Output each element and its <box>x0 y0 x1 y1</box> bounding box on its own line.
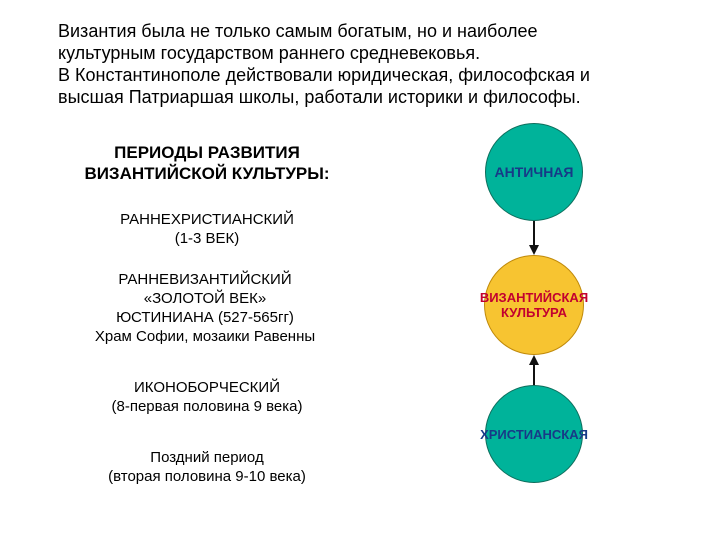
circle-label: АНТИЧНАЯ <box>495 164 574 180</box>
slide-page: Византия была не только самым богатым, н… <box>0 0 720 540</box>
period-item: РАННЕВИЗАНТИЙСКИЙ«ЗОЛОТОЙ ВЕК»ЮСТИНИАНА … <box>50 270 360 346</box>
arrow-head-top <box>529 245 539 255</box>
circle-label: ХРИСТИАНСКАЯ <box>480 427 588 442</box>
circle-antique: АНТИЧНАЯ <box>485 123 583 221</box>
period-text: РАННЕВИЗАНТИЙСКИЙ«ЗОЛОТОЙ ВЕК»ЮСТИНИАНА … <box>95 271 315 345</box>
circle-byzantine-culture: ВИЗАНТИЙСКАЯКУЛЬТУРА <box>484 255 584 355</box>
period-item: Поздний период(вторая половина 9-10 века… <box>62 448 352 486</box>
period-text: РАННЕХРИСТИАНСКИЙ(1-3 ВЕК) <box>120 211 294 247</box>
period-text: ИКОНОБОРЧЕСКИЙ(8-первая половина 9 века) <box>112 379 303 415</box>
arrow-line-bottom <box>533 365 535 385</box>
periods-heading-text: ПЕРИОДЫ РАЗВИТИЯВИЗАНТИЙСКОЙ КУЛЬТУРЫ: <box>84 143 329 183</box>
circle-label: ВИЗАНТИЙСКАЯКУЛЬТУРА <box>480 290 588 320</box>
arrow-head-bottom <box>529 355 539 365</box>
period-text: Поздний период(вторая половина 9-10 века… <box>108 449 306 485</box>
arrow-line-top <box>533 221 535 245</box>
period-item: РАННЕХРИСТИАНСКИЙ(1-3 ВЕК) <box>62 210 352 248</box>
intro-paragraph: Византия была не только самым богатым, н… <box>58 20 678 108</box>
circle-christian: ХРИСТИАНСКАЯ <box>485 385 583 483</box>
periods-heading: ПЕРИОДЫ РАЗВИТИЯВИЗАНТИЙСКОЙ КУЛЬТУРЫ: <box>62 142 352 184</box>
period-item: ИКОНОБОРЧЕСКИЙ(8-первая половина 9 века) <box>62 378 352 416</box>
intro-text: Византия была не только самым богатым, н… <box>58 20 678 108</box>
